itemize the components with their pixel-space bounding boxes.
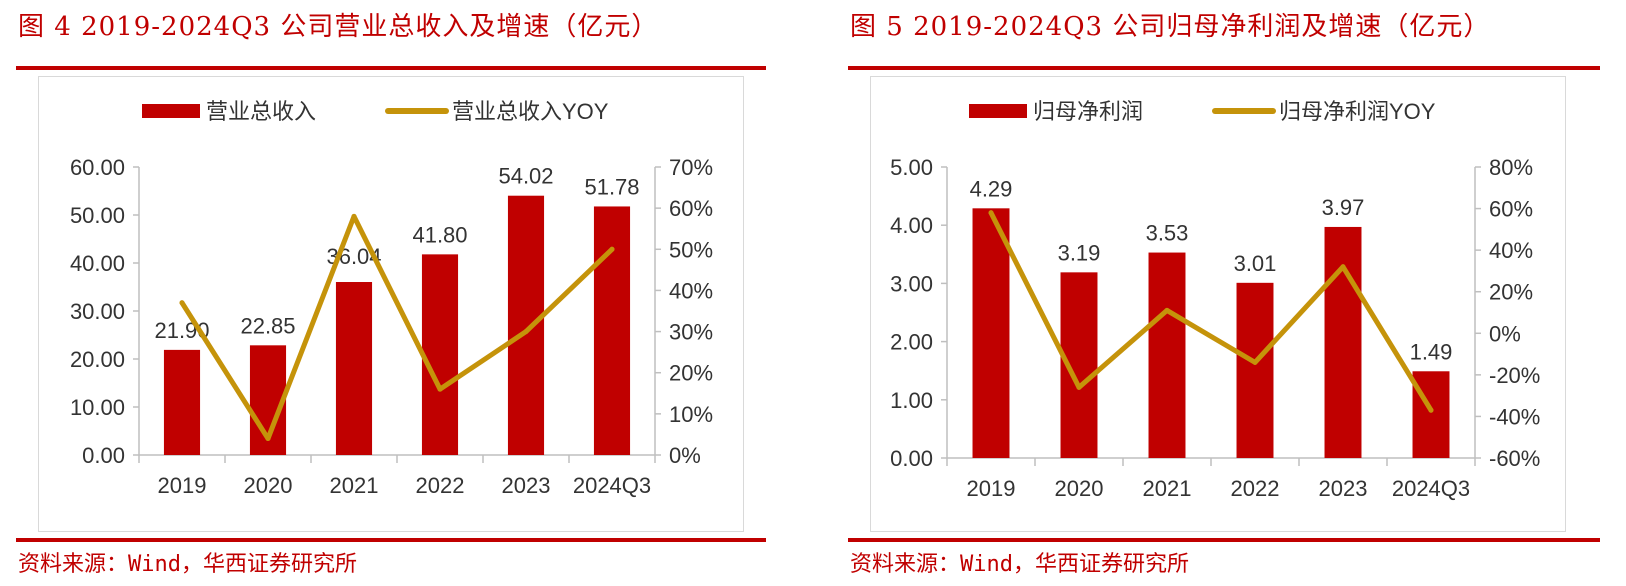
bar-2019 — [163, 349, 201, 455]
yoy-point-2019 — [179, 300, 185, 306]
x-tick-label: 2021 — [330, 473, 379, 498]
legend-bar-label: 营业总收入 — [206, 99, 316, 124]
legend-bar-swatch — [142, 104, 200, 118]
yoy-point-2021 — [351, 213, 357, 219]
x-tick-label: 2023 — [1319, 476, 1368, 501]
yoy-point-2023 — [523, 329, 529, 335]
legend-bar-label: 归母净利润 — [1033, 99, 1143, 124]
x-tick-label: 2021 — [1143, 476, 1192, 501]
bar-2021 — [1148, 252, 1186, 458]
x-tick-label: 2023 — [502, 473, 551, 498]
figure-5-source: 资料来源：Wind，华西证券研究所 — [850, 552, 1189, 577]
y-left-tick-label: 3.00 — [890, 271, 933, 296]
y-right-tick-label: 80% — [1489, 155, 1533, 180]
bar-2023 — [1324, 226, 1362, 458]
y-left-tick-label: 10.00 — [70, 395, 125, 420]
y-right-tick-label: 20% — [1489, 280, 1533, 305]
bar-data-label: 3.01 — [1234, 251, 1277, 276]
figure-4-panel: 图 4 2019-2024Q3 公司营业总收入及增速（亿元） 营业总收入 营业总收… — [0, 0, 800, 586]
y-right-tick-label: 30% — [669, 320, 713, 345]
figure-5-chart-frame: 归母净利润 归母净利润YOY 0.00 1.00 2.00 3.00 4.00 5.00 -60… — [870, 76, 1566, 532]
x-tick-label: 2022 — [416, 473, 465, 498]
y-right-tick-label: 10% — [669, 402, 713, 427]
bar-data-label: 3.97 — [1322, 195, 1365, 220]
yoy-point-2020 — [1076, 384, 1082, 390]
bar-2024Q3 — [1412, 371, 1450, 458]
bar-2022 — [1236, 282, 1274, 458]
y-right-tick-label: 20% — [669, 361, 713, 386]
bar-2022 — [421, 254, 459, 455]
y-right-tick-label: 60% — [669, 196, 713, 221]
y-right-tick-label: 50% — [669, 237, 713, 262]
legend-line-label: 营业总收入YOY — [452, 99, 609, 124]
y-right-tick-label: -60% — [1489, 446, 1540, 471]
yoy-point-2024Q3 — [609, 246, 615, 252]
legend-line-label: 归母净利润YOY — [1279, 99, 1436, 124]
yoy-line — [179, 213, 615, 442]
bar-data-label: 22.85 — [240, 313, 295, 338]
x-tick-label: 2024Q3 — [1392, 476, 1470, 501]
bar-data-label: 3.53 — [1146, 221, 1189, 246]
yoy-point-2020 — [265, 436, 271, 442]
bar-2019 — [972, 208, 1010, 458]
bar-data-label: 4.29 — [970, 176, 1013, 201]
bar-2023 — [507, 195, 545, 455]
y-right-tick-label: 40% — [1489, 238, 1533, 263]
x-tick-label: 2022 — [1231, 476, 1280, 501]
legend-bar-swatch — [969, 104, 1027, 118]
y-left-tick-label: 5.00 — [890, 155, 933, 180]
y-left-tick-label: 0.00 — [890, 446, 933, 471]
bar-data-label: 41.80 — [412, 222, 467, 247]
yoy-point-2024Q3 — [1428, 407, 1434, 413]
x-tick-label: 2024Q3 — [573, 473, 651, 498]
bar-data-label: 3.19 — [1058, 240, 1101, 265]
x-tick-label: 2019 — [967, 476, 1016, 501]
bar-2021 — [335, 282, 373, 455]
x-tick-label: 2020 — [244, 473, 293, 498]
bar-2024Q3 — [593, 206, 631, 455]
figure-5-title: 图 5 2019-2024Q3 公司归母净利润及增速（亿元） — [850, 12, 1491, 42]
y-left-tick-label: 2.00 — [890, 330, 933, 355]
yoy-point-2022 — [437, 386, 443, 392]
y-right-tick-label: 70% — [669, 155, 713, 180]
bar-data-label: 54.02 — [498, 164, 553, 189]
net-profit-chart: 归母净利润 归母净利润YOY 0.00 1.00 2.00 3.00 4.00 5.00 -60… — [890, 99, 1540, 501]
bar-data-label: 51.78 — [584, 174, 639, 199]
figure-4-top-rule — [16, 66, 766, 70]
y-left-tick-label: 60.00 — [70, 155, 125, 180]
y-right-tick-label: 0% — [1489, 321, 1521, 346]
y-right-tick-label: -40% — [1489, 404, 1540, 429]
figure-5-panel: 图 5 2019-2024Q3 公司归母净利润及增速（亿元） 归母净利润 归母净利… — [832, 0, 1626, 586]
y-right-tick-label: 0% — [669, 443, 701, 468]
y-right-tick-label: -20% — [1489, 363, 1540, 388]
revenue-chart: 营业总收入 营业总收入YOY 0.00 10.00 20.00 30.00 40.00 50.… — [70, 99, 713, 498]
y-left-tick-label: 20.00 — [70, 347, 125, 372]
y-left-tick-label: 0.00 — [82, 443, 125, 468]
figure-4-source: 资料来源：Wind，华西证券研究所 — [18, 552, 357, 577]
bar-data-label: 1.49 — [1410, 339, 1453, 364]
y-left-tick-label: 4.00 — [890, 213, 933, 238]
y-left-tick-label: 40.00 — [70, 251, 125, 276]
yoy-point-2021 — [1164, 307, 1170, 313]
x-tick-label: 2020 — [1055, 476, 1104, 501]
figure-4-title: 图 4 2019-2024Q3 公司营业总收入及增速（亿元） — [18, 12, 659, 42]
figure-5-bottom-rule — [848, 538, 1600, 542]
figure-4-chart-frame: 营业总收入 营业总收入YOY 0.00 10.00 20.00 30.00 40.00 50.… — [38, 76, 744, 532]
yoy-line — [988, 210, 1434, 413]
y-left-tick-label: 50.00 — [70, 203, 125, 228]
y-right-tick-label: 40% — [669, 278, 713, 303]
y-left-tick-label: 30.00 — [70, 299, 125, 324]
figure-5-top-rule — [848, 66, 1600, 70]
yoy-point-2019 — [988, 210, 994, 216]
yoy-point-2023 — [1340, 264, 1346, 270]
yoy-point-2022 — [1252, 359, 1258, 365]
figure-4-bottom-rule — [16, 538, 766, 542]
x-tick-label: 2019 — [158, 473, 207, 498]
y-right-tick-label: 60% — [1489, 197, 1533, 222]
y-left-tick-label: 1.00 — [890, 388, 933, 413]
